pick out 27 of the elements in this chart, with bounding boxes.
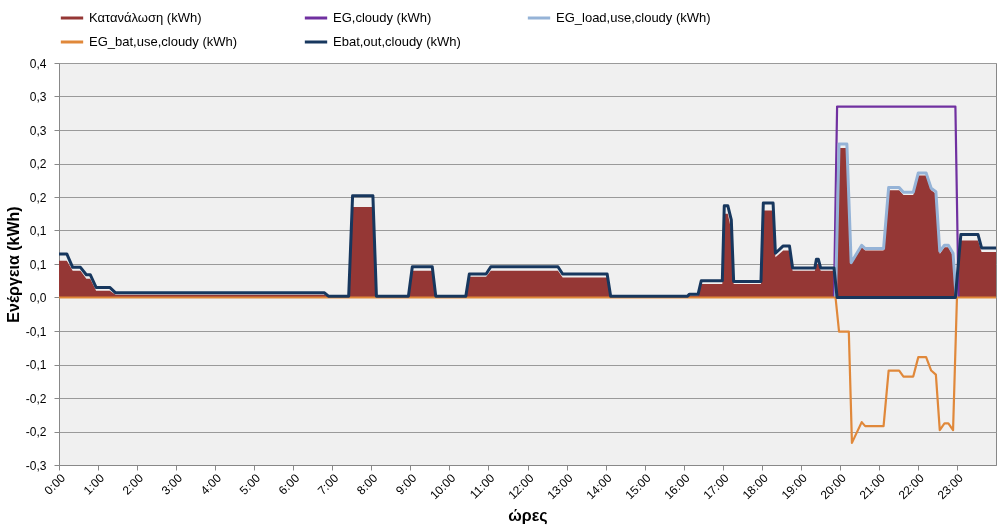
x-tick-label: 6:00 — [275, 470, 303, 498]
line-series — [57, 296, 998, 444]
y-tick-label: 0,1 — [29, 224, 47, 238]
x-tick-label: 4:00 — [197, 470, 225, 498]
x-tick-label: 7:00 — [314, 470, 342, 498]
line-series — [834, 142, 958, 299]
line-series — [57, 194, 998, 299]
y-tick-label: -0,2 — [25, 391, 47, 406]
y-tick-label: 0,2 — [29, 157, 47, 171]
y-axis-title: Ενέργεια (kWh) — [4, 206, 22, 323]
legend-label: EG_bat,use,cloudy (kWh) — [89, 34, 238, 49]
legend-label: Ebat,out,cloudy (kWh) — [333, 34, 461, 49]
legend-label: EG,cloudy (kWh) — [333, 10, 432, 25]
x-tick-label: 0:00 — [41, 470, 69, 498]
y-tick-label: -0,2 — [25, 425, 47, 439]
legend-label: EG_load,use,cloudy (kWh) — [556, 10, 711, 25]
y-tick-label: -0,1 — [25, 324, 47, 339]
y-tick-label: 0,3 — [29, 123, 47, 138]
legend-label: Κατανάλωση (kWh) — [89, 10, 202, 25]
y-tick-label: 0,2 — [29, 190, 47, 205]
y-tick-label: -0,3 — [25, 458, 47, 473]
y-tick-label: -0,1 — [25, 358, 47, 372]
y-tick-label: 0,0 — [29, 291, 47, 305]
y-tick-label: 0,3 — [29, 90, 47, 104]
y-tick-label: 0,4 — [29, 56, 47, 71]
x-axis-title: ώρες — [508, 506, 548, 525]
y-tick-label: 0,1 — [29, 257, 47, 272]
